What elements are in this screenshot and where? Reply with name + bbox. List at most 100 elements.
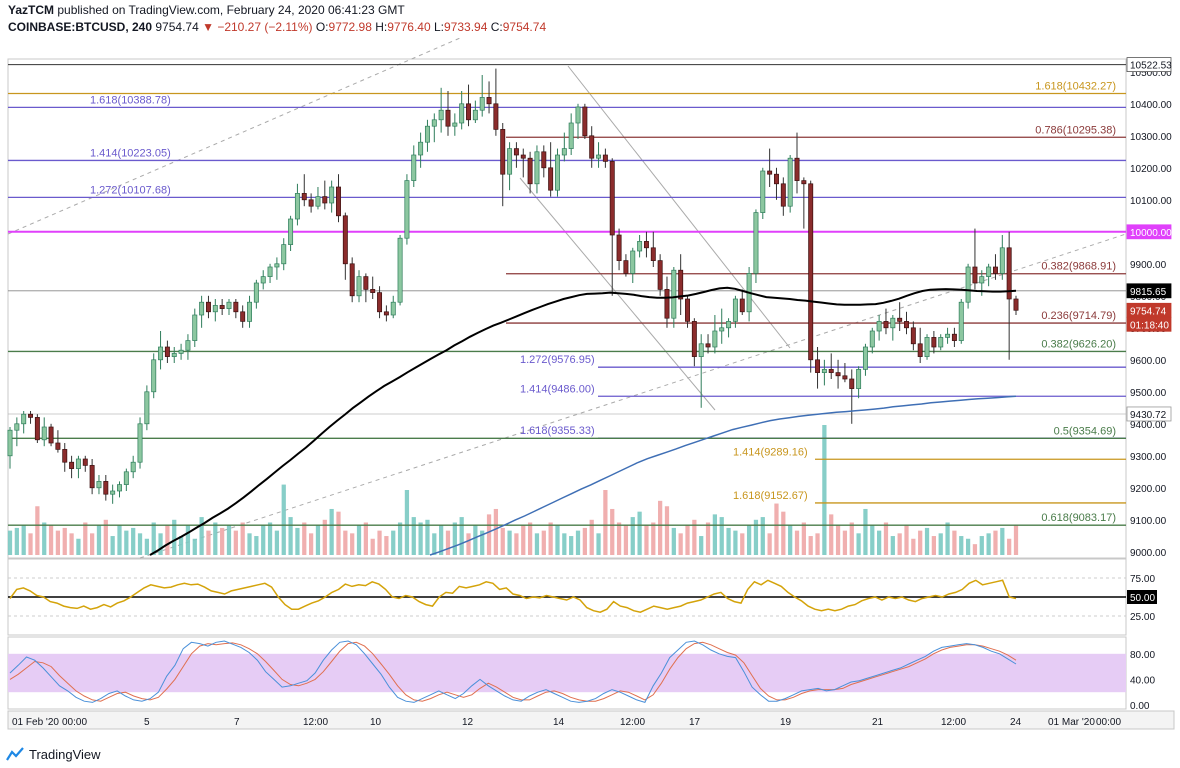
candle-body bbox=[719, 327, 725, 332]
volume-bar bbox=[418, 522, 423, 555]
volume-bar bbox=[137, 533, 143, 555]
candle bbox=[513, 142, 519, 168]
price-label-bg bbox=[1126, 224, 1172, 240]
price-label-text: 01:18:40 bbox=[1130, 320, 1169, 331]
candle-body bbox=[979, 276, 985, 284]
candle bbox=[349, 257, 355, 303]
candle-body bbox=[561, 148, 567, 156]
candle-body bbox=[691, 321, 697, 357]
candle-body bbox=[534, 151, 540, 185]
candle-body bbox=[62, 449, 68, 463]
volume-bar bbox=[158, 533, 163, 555]
candle-body bbox=[1006, 247, 1012, 300]
candle bbox=[123, 468, 129, 491]
volume-bar bbox=[623, 525, 629, 555]
candle-body bbox=[431, 119, 437, 127]
volume-bar bbox=[261, 525, 266, 555]
candle-body bbox=[130, 461, 136, 473]
volume-bar bbox=[808, 536, 813, 555]
volume-bar bbox=[630, 517, 635, 555]
candle-body bbox=[21, 413, 27, 425]
candle-body bbox=[630, 250, 636, 274]
candle bbox=[288, 215, 294, 251]
volume-bar bbox=[391, 530, 396, 555]
candle-body bbox=[377, 292, 383, 313]
trendline-lower bbox=[139, 233, 1127, 559]
volume-bar bbox=[562, 533, 567, 555]
candle bbox=[705, 334, 711, 354]
candle-body bbox=[253, 282, 259, 303]
candle-body bbox=[486, 97, 492, 105]
candle-body bbox=[103, 481, 109, 495]
candle-body bbox=[418, 141, 424, 156]
rsi-tick-label: 25.00 bbox=[1130, 612, 1155, 623]
candle-body bbox=[637, 241, 643, 252]
volume-bar bbox=[993, 530, 998, 555]
candle-body bbox=[240, 311, 246, 322]
candle-body bbox=[459, 103, 465, 124]
volume-bar bbox=[575, 530, 581, 555]
volume-bar bbox=[28, 533, 33, 555]
candle-body bbox=[808, 183, 814, 361]
publisher-name[interactable]: YazTCM bbox=[8, 3, 55, 17]
rsi-tick-label: 75.00 bbox=[1130, 574, 1155, 585]
candle bbox=[732, 295, 738, 328]
candle-body bbox=[336, 186, 341, 217]
chart-header: YazTCM published on TradingView.com, Feb… bbox=[8, 2, 1168, 38]
volume-bar bbox=[425, 519, 430, 555]
price-label-bg bbox=[1126, 406, 1172, 422]
candle bbox=[808, 180, 814, 373]
candle-body bbox=[55, 442, 61, 450]
tradingview-logo[interactable]: TradingView bbox=[6, 744, 101, 764]
volume-bar bbox=[439, 525, 444, 555]
candle-body bbox=[904, 321, 909, 329]
volume-bar bbox=[589, 519, 594, 555]
candle-body bbox=[869, 330, 875, 348]
y-tick-label: 10200.00 bbox=[1130, 164, 1172, 175]
candle bbox=[493, 68, 499, 136]
candle bbox=[452, 113, 458, 136]
candle bbox=[21, 411, 27, 434]
candle-body bbox=[999, 247, 1005, 274]
rsi-current-bg bbox=[1127, 590, 1157, 604]
volume-bar bbox=[965, 538, 971, 555]
candle-body bbox=[849, 378, 855, 389]
fib-level-label: 1.618(9152.67) bbox=[733, 490, 808, 502]
x-tick-label: 21 bbox=[872, 717, 884, 728]
channel-line-upper bbox=[567, 65, 791, 349]
candle bbox=[89, 459, 95, 495]
candle-body bbox=[760, 170, 766, 213]
candle-body bbox=[41, 426, 47, 441]
price-label-text: 9754.74 bbox=[1130, 306, 1167, 317]
candle bbox=[164, 340, 170, 363]
volume-bar bbox=[76, 538, 81, 555]
candle bbox=[445, 91, 451, 136]
volume-bar bbox=[527, 522, 533, 555]
volume-bar bbox=[986, 533, 991, 555]
candle-body bbox=[992, 266, 998, 274]
candle-body bbox=[192, 314, 198, 341]
candle-body bbox=[596, 154, 602, 159]
volume-bar bbox=[185, 525, 191, 555]
volume-bar bbox=[746, 525, 752, 555]
candle bbox=[815, 347, 821, 389]
candle-body bbox=[972, 266, 978, 284]
axis-layer: 10500.00 10400.00 10300.00 10200.00 10100.00… bbox=[8, 57, 1172, 728]
candle-body bbox=[164, 346, 170, 357]
volume-bar bbox=[220, 527, 225, 555]
candle-body bbox=[568, 122, 574, 149]
candle bbox=[117, 481, 122, 498]
candle bbox=[575, 103, 581, 139]
candle bbox=[753, 209, 759, 283]
candle bbox=[158, 331, 164, 370]
volume-bar bbox=[863, 508, 868, 555]
x-tick-label: 10 bbox=[370, 717, 382, 728]
candle bbox=[205, 295, 211, 319]
price-label-text: 10522.53 bbox=[1130, 61, 1172, 72]
price-chart[interactable]: 1.618(10388.78) 1.414(10223.05) 1.272(1010… bbox=[0, 38, 1180, 740]
candle-body bbox=[623, 260, 629, 274]
candle bbox=[342, 212, 348, 280]
candle-body bbox=[602, 154, 608, 162]
candle bbox=[240, 305, 246, 328]
candle bbox=[678, 254, 684, 315]
